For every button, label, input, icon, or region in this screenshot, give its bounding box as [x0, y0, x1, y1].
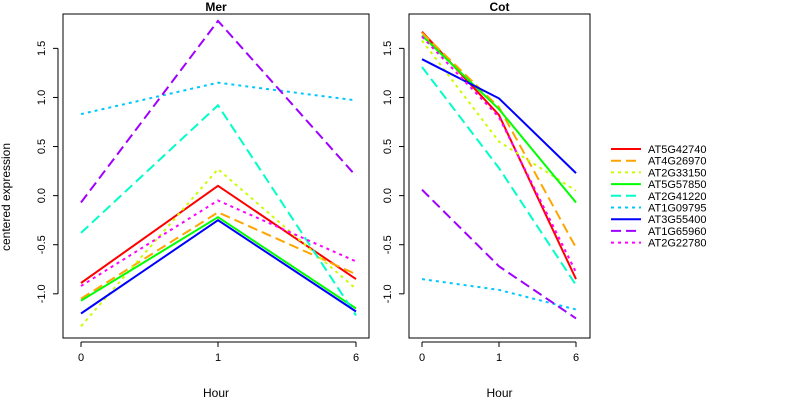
- y-tick-label: -1.0: [382, 284, 394, 303]
- y-tick-label: 1.5: [36, 41, 48, 56]
- legend-label: AT2G22780: [648, 238, 707, 250]
- x-tick-label: 6: [353, 352, 359, 364]
- legend: AT5G42740AT4G26970AT2G33150AT5G57850AT2G…: [611, 144, 707, 250]
- plot-frame: [62, 13, 370, 339]
- panel-cot: Cot -1.0 -0.5 0.0 0.5 1.0 1.5 0 1 6 Hour: [382, 0, 591, 400]
- series-line-at4g26970: [80, 211, 357, 300]
- plot-frame: [408, 13, 591, 339]
- y-tick-label: 0.0: [382, 188, 394, 203]
- series-line-at2g22780: [421, 35, 577, 273]
- series-line-at3g55400: [80, 218, 357, 315]
- series-line-at5g57850: [421, 34, 577, 204]
- legend-item: AT2G33150: [611, 167, 707, 179]
- legend-item: AT2G22780: [611, 238, 707, 250]
- y-tick-label: -1.0: [36, 284, 48, 303]
- series-line-at2g22780: [80, 199, 357, 287]
- y-tick-label: 1.0: [382, 90, 394, 105]
- series-line-at4g26970: [421, 31, 577, 249]
- series-line-at2g41220: [421, 66, 577, 286]
- legend-item: AT1G09795: [611, 203, 707, 215]
- legend-label: AT2G41220: [648, 191, 707, 203]
- legend-item: AT3G55400: [611, 214, 707, 226]
- legend-label: AT3G55400: [648, 214, 707, 226]
- legend-item: AT1G65960: [611, 226, 707, 238]
- legend-label: AT1G65960: [648, 226, 707, 238]
- y-tick-label: 0.0: [36, 188, 48, 203]
- legend-label: AT5G42740: [648, 144, 707, 156]
- series-line-at1g65960: [421, 188, 577, 320]
- legend-item: AT2G41220: [611, 191, 707, 203]
- y-tick-label: -0.5: [36, 235, 48, 254]
- series-line-at2g41220: [80, 103, 357, 316]
- legend-label: AT2G33150: [648, 167, 707, 179]
- x-tick-label: 0: [419, 352, 425, 364]
- series-line-at2g33150: [80, 167, 357, 327]
- y-tick-label: 1.0: [36, 90, 48, 105]
- legend-item: AT5G57850: [611, 179, 707, 191]
- y-tick-label: 1.5: [382, 41, 394, 56]
- x-axis-label: Hour: [203, 386, 229, 400]
- series-line-at5g42740: [421, 31, 577, 280]
- series-line-at5g57850: [80, 216, 357, 310]
- series-line-at2g33150: [421, 39, 577, 192]
- legend-label: AT5G57850: [648, 179, 707, 191]
- x-axis-label: Hour: [486, 386, 512, 400]
- x-tick-label: 1: [496, 352, 502, 364]
- y-tick-label: -0.5: [382, 235, 394, 254]
- panel-mer: Mer -1.0 -0.5 0.0 0.5 1.0 1.5 0 1 6 Hour: [36, 0, 370, 400]
- x-tick-label: 1: [215, 352, 221, 364]
- y-tick-label: 0.5: [382, 139, 394, 154]
- legend-item: AT5G42740: [611, 144, 707, 156]
- panel-title: Mer: [205, 0, 227, 14]
- panel-title: Cot: [490, 0, 510, 14]
- series-line-at1g09795: [421, 278, 577, 311]
- series-line-at1g65960: [80, 19, 357, 204]
- series-line-at1g09795: [80, 81, 357, 116]
- legend-item: AT4G26970: [611, 156, 707, 168]
- y-tick-label: 0.5: [36, 139, 48, 154]
- y-axis-label: centered expression: [0, 143, 13, 251]
- legend-label: AT1G09795: [648, 203, 707, 215]
- x-tick-label: 0: [78, 352, 84, 364]
- legend-label: AT4G26970: [648, 156, 707, 168]
- series-line-at3g55400: [421, 58, 577, 174]
- x-tick-label: 6: [573, 352, 579, 364]
